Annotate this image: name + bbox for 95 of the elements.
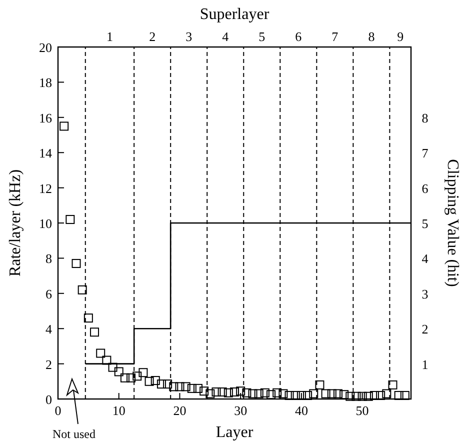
y-tick-label: 0 (46, 392, 52, 407)
point (254, 389, 264, 398)
text: 5 (258, 29, 266, 44)
point (200, 386, 209, 396)
y2-tick-label: 7 (422, 146, 429, 161)
point (296, 390, 306, 400)
point (218, 387, 227, 396)
text: Not used (52, 427, 96, 441)
y-tick-label: 12 (39, 180, 52, 196)
text: 4 (222, 29, 230, 44)
point (346, 392, 355, 401)
point (340, 390, 349, 400)
point (394, 390, 404, 400)
x-tick-label: 50 (356, 403, 369, 418)
point (120, 373, 130, 382)
point (230, 387, 239, 396)
y2-axis-title: Clipping Value (hit) (444, 159, 461, 287)
y-tick-label: 14 (39, 146, 52, 161)
y2-tick-label: 8 (422, 110, 428, 126)
y-tick-label: 6 (46, 286, 52, 302)
point (212, 387, 221, 396)
point (303, 390, 312, 400)
point (60, 122, 69, 131)
y2-tick-label: 4 (422, 251, 429, 266)
y-axis-title: Rate/layer (kHz) (7, 169, 24, 277)
y-tick-label: 8 (46, 251, 52, 266)
x-axis-title: Layer (216, 424, 254, 441)
point (309, 389, 318, 398)
point (327, 389, 336, 398)
point (333, 389, 342, 398)
y2-tick-label: 6 (422, 180, 429, 196)
y2-tick-label: 3 (422, 286, 428, 302)
point (96, 348, 106, 358)
point (175, 382, 184, 392)
point (272, 388, 282, 398)
point (206, 389, 215, 398)
point (66, 214, 75, 224)
point (364, 392, 373, 401)
point (224, 388, 233, 398)
y2-tick-label: 2 (422, 322, 428, 337)
point (266, 390, 276, 400)
text: 1 (106, 29, 113, 44)
y-tick-label: 10 (39, 216, 52, 231)
point (242, 388, 252, 398)
point (84, 314, 93, 323)
y2-tick-label: 1 (422, 356, 428, 372)
x-tick-label: 10 (112, 403, 126, 418)
point (126, 373, 136, 382)
point (90, 328, 100, 337)
y2-tick-label: 5 (422, 216, 428, 231)
y-tick-label: 20 (39, 40, 52, 55)
point (169, 382, 178, 392)
point (358, 392, 367, 401)
x-tick-label: 40 (294, 403, 308, 418)
point (193, 384, 202, 393)
point (352, 392, 361, 401)
text: 2 (149, 29, 156, 44)
point (376, 390, 386, 400)
x-tick-label: 20 (173, 403, 186, 418)
y-tick-label: 4 (46, 322, 52, 337)
point (108, 362, 118, 372)
point (163, 380, 172, 389)
x-tick-label: 30 (234, 403, 248, 418)
point (132, 372, 142, 381)
point (236, 386, 246, 396)
point (321, 389, 330, 398)
point (138, 368, 148, 378)
point (284, 390, 294, 400)
point (187, 384, 196, 393)
text: 8 (368, 29, 375, 44)
text: 3 (186, 29, 192, 44)
point (248, 389, 258, 398)
point (388, 380, 398, 390)
point (260, 388, 270, 398)
point (156, 380, 166, 389)
point (181, 382, 190, 392)
x2-axis-title: Superlayer (200, 6, 270, 23)
point (370, 390, 379, 400)
text: 7 (332, 29, 339, 44)
text: 9 (397, 29, 404, 44)
point (382, 389, 392, 398)
y-tick-label: 18 (39, 75, 52, 90)
point (114, 367, 124, 376)
point (78, 285, 87, 294)
point (144, 376, 154, 386)
point (278, 389, 288, 398)
point (290, 390, 300, 400)
point (150, 376, 160, 386)
point (102, 356, 112, 365)
y-tick-label: 2 (46, 356, 52, 372)
point (315, 380, 324, 390)
point (400, 390, 410, 400)
point (72, 258, 81, 268)
y-tick-label: 16 (39, 110, 52, 126)
text: 6 (295, 29, 302, 44)
